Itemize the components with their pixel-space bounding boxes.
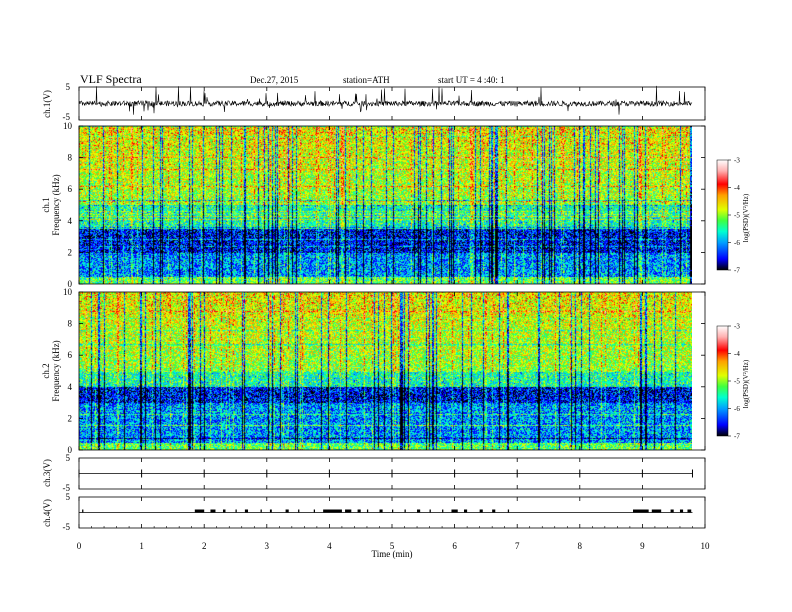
ch4-pulse <box>479 509 483 513</box>
freq-tick-label: 8 <box>68 319 73 329</box>
time-tick-label: 7 <box>515 541 520 551</box>
header-start-time: start UT = 4 :40: 1 <box>438 75 505 85</box>
freq-tick-label: 6 <box>68 184 73 194</box>
ch4-ytick-top: 5 <box>66 492 71 502</box>
ch4-pulse <box>404 509 406 513</box>
ch4-pulse <box>633 509 649 513</box>
ch1-waveform-trace <box>78 85 693 115</box>
time-tick-label: 3 <box>265 541 270 551</box>
ch4-pulse <box>313 509 316 513</box>
freq-tick-label: 0 <box>68 445 73 455</box>
ch4-pulse <box>679 509 684 513</box>
ch2-channel-label: ch.2 <box>41 363 51 378</box>
ch4-pulse <box>298 509 300 513</box>
ch1-ytick-top: 5 <box>66 82 71 92</box>
time-tick-label: 2 <box>202 541 207 551</box>
ch4-pulse <box>244 509 249 513</box>
ch3-ytick-bottom: -5 <box>63 483 71 493</box>
ch4-pulse <box>222 509 226 513</box>
ch4-pulse <box>687 509 692 513</box>
spectrogram-image-ch2 <box>79 292 692 450</box>
colorbar-tick-label: -3 <box>734 157 740 165</box>
ch4-pulse <box>345 509 352 513</box>
ch4-pulse <box>269 509 272 513</box>
ch4-pulse <box>366 509 369 513</box>
ch3-waveform-trace <box>78 469 693 478</box>
freq-tick-label: 10 <box>63 287 73 297</box>
colorbar-ticks: -3 -4 -5 -6 -7 -3 -4 -5 -6 -7 <box>728 157 740 441</box>
header-date: Dec.27, 2015 <box>250 75 299 85</box>
ch4-waveform-ylabel: ch.4(V) <box>42 499 52 527</box>
colorbar-tick-label: -4 <box>734 350 740 358</box>
ch4-pulse <box>442 509 444 513</box>
ch4-pulse <box>285 509 289 513</box>
ch1-spectrogram <box>79 126 692 284</box>
ch4-pulse <box>260 509 262 513</box>
ch1-colorbar <box>716 159 729 271</box>
colorbar-tick-label: -3 <box>734 323 740 331</box>
freq-tick-label: 6 <box>68 350 73 360</box>
ch4-pulse <box>417 509 421 513</box>
ch2-colorbar <box>716 325 729 437</box>
ch1-ytick-bottom: -5 <box>63 112 71 122</box>
time-tick-label: 5 <box>390 541 395 551</box>
colorbar-tick-label: -6 <box>734 239 740 247</box>
ch4-pulse <box>323 509 342 513</box>
ch1-waveform-line <box>78 85 693 115</box>
ch2-spectrogram <box>79 292 692 450</box>
ch3-ytick-top: 5 <box>66 453 71 463</box>
ch4-waveform-trace <box>79 509 693 513</box>
colorbar-tick-label: -4 <box>734 184 740 192</box>
freq-tick-label: 2 <box>68 247 73 257</box>
time-tick-label: 6 <box>452 541 457 551</box>
time-tick-label: 0 <box>77 541 82 551</box>
colorbar-tick-label: -7 <box>734 267 740 275</box>
ch4-pulse <box>194 509 205 513</box>
colorbar-tick-label: -5 <box>734 212 740 220</box>
ch4-pulse <box>651 509 662 513</box>
header-station: station=ATH <box>343 75 390 85</box>
time-axis-label: Time (min) <box>372 549 413 559</box>
ch4-pulse <box>392 509 394 513</box>
ch4-pulse <box>670 509 674 513</box>
ch4-pulse <box>492 509 496 513</box>
time-tick-label: 1 <box>139 541 144 551</box>
ch2-frequency-label: Frequency (kHz) <box>51 340 61 401</box>
ch1-colorbar-label: log(PSD)(V²/Hz) <box>742 193 750 242</box>
ch4-pulse <box>507 509 510 513</box>
ch1-waveform-ylabel: ch.1(V) <box>42 90 52 118</box>
ch4-pulse <box>463 509 468 513</box>
figure-title: VLF Spectra <box>80 72 142 86</box>
colorbar-tick-label: -7 <box>734 433 740 441</box>
freq-tick-label: 0 <box>68 279 73 289</box>
time-tick-label: 9 <box>640 541 645 551</box>
colorbar-tick-label: -6 <box>734 405 740 413</box>
ch4-pulse <box>379 509 383 513</box>
spectrogram-image-ch1 <box>79 126 692 284</box>
time-axis-ticks: 0 1 2 3 4 5 6 7 8 9 10 <box>77 87 710 551</box>
time-tick-label: 8 <box>578 541 583 551</box>
freq-tick-label: 4 <box>68 382 73 392</box>
ch2-colorbar-label: log(PSD)(V²/Hz) <box>742 359 750 408</box>
ch4-pulse <box>210 509 216 513</box>
ch4-pulse <box>451 509 458 513</box>
time-tick-label: 4 <box>327 541 332 551</box>
colorbar-tick-label: -5 <box>734 378 740 386</box>
ch1-channel-label: ch.1 <box>41 197 51 212</box>
ch3-waveform-ylabel: ch.3(V) <box>42 459 52 487</box>
ch4-pulse <box>235 509 237 513</box>
freq-tick-label: 2 <box>68 413 73 423</box>
freq-tick-label: 4 <box>68 216 73 226</box>
freq-tick-label: 10 <box>63 121 73 131</box>
ch4-pulse <box>82 509 84 513</box>
ch1-frequency-label: Frequency (kHz) <box>51 174 61 235</box>
ch4-pulse <box>429 509 431 513</box>
ch4-pulse <box>357 509 361 513</box>
freq-tick-label: 8 <box>68 153 73 163</box>
ch4-ytick-bottom: -5 <box>63 522 71 532</box>
time-tick-label: 10 <box>701 541 711 551</box>
